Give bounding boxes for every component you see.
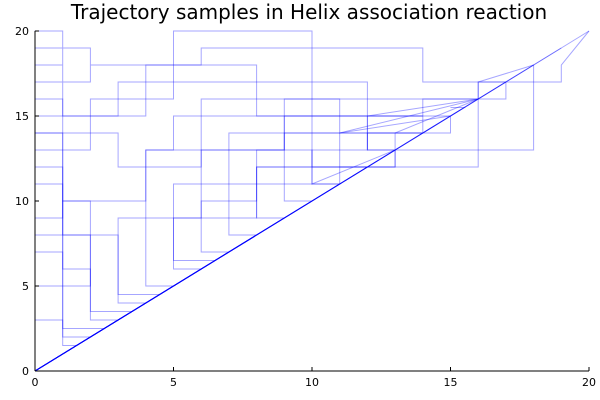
trajectory-line-20 <box>34 81 507 372</box>
x-tick-label: 0 <box>32 376 39 389</box>
trajectory-line-4 <box>34 64 534 372</box>
x-tick-label: 5 <box>170 376 177 389</box>
y-tick-label: 15 <box>15 110 29 123</box>
trajectory-line-5 <box>34 81 507 372</box>
trajectory-line-7 <box>34 98 479 372</box>
x-tick-label: 10 <box>305 376 319 389</box>
x-tick-label: 20 <box>582 376 596 389</box>
y-tick-label: 5 <box>22 280 29 293</box>
y-ticks: 0 5 10 15 20 <box>15 25 39 378</box>
trajectory-line-11 <box>34 166 370 372</box>
trajectory-line-6 <box>34 98 479 372</box>
trajectory-line-15 <box>34 98 479 372</box>
trajectory-line-3 <box>34 30 534 372</box>
trajectory-line-18 <box>34 149 396 372</box>
plot-area <box>34 30 590 372</box>
trajectory-line-13 <box>34 132 424 372</box>
trajectory-line-9 <box>34 132 423 372</box>
y-tick-label: 10 <box>15 195 29 208</box>
chart-title: Trajectory samples in Helix association … <box>70 0 547 24</box>
x-ticks: 0 5 10 15 20 <box>32 367 596 389</box>
trajectory-line-8 <box>34 115 451 372</box>
trajectory-line-17 <box>34 115 451 372</box>
x-tick-label: 15 <box>444 376 458 389</box>
trajectory-line-10 <box>34 150 396 372</box>
trajectory-line-21 <box>34 64 534 372</box>
trajectory-line-12 <box>34 132 423 372</box>
trajectory-line-2 <box>34 47 562 372</box>
trajectory-line-22 <box>34 30 590 372</box>
y-tick-label: 20 <box>15 25 29 38</box>
y-tick-label: 0 <box>22 365 29 378</box>
trajectory-line-19 <box>34 107 467 372</box>
